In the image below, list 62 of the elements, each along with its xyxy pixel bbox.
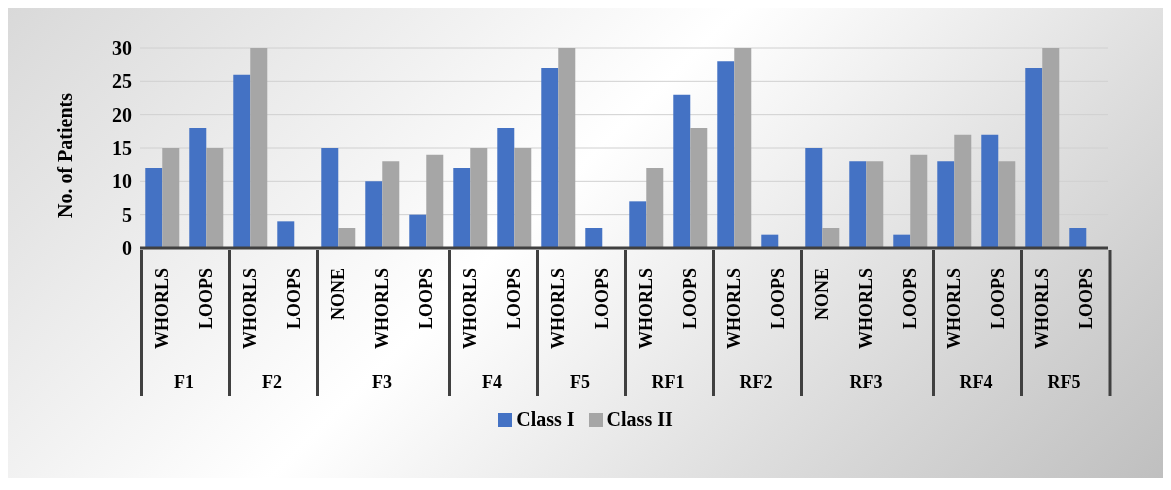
- y-tick-label: 0: [122, 237, 132, 260]
- bar: [690, 128, 708, 248]
- bar: [365, 181, 383, 248]
- x-tick-label: NONE: [812, 268, 832, 321]
- x-axis-title: RF3: [849, 372, 883, 392]
- x-tick-label: WHORLS: [856, 268, 876, 350]
- x-tick-label: WHORLS: [460, 268, 480, 350]
- legend-label: Class II: [606, 408, 673, 431]
- bar: [321, 148, 339, 248]
- x-tick-label: WHORLS: [1032, 268, 1052, 350]
- x-tick-label: NONE: [328, 268, 348, 321]
- x-tick-label: LOOPS: [1076, 268, 1096, 330]
- bar: [206, 148, 224, 248]
- bar: [822, 228, 840, 248]
- x-axis-title: F4: [482, 372, 502, 392]
- bar: [145, 168, 163, 248]
- bar: [646, 168, 664, 248]
- x-axis-title: RF2: [739, 372, 773, 392]
- x-tick-label: WHORLS: [240, 268, 260, 350]
- y-axis-title: No. of Patients: [54, 92, 77, 218]
- bar: [409, 214, 427, 248]
- x-tick-label: LOOPS: [768, 268, 788, 330]
- x-axis-title: F3: [372, 372, 392, 392]
- y-tick-label: 5: [122, 203, 132, 226]
- x-axis-title: RF5: [1047, 372, 1081, 392]
- bar: [910, 154, 928, 248]
- bar: [893, 234, 911, 248]
- x-tick-label: LOOPS: [504, 268, 524, 330]
- bar: [338, 228, 356, 248]
- x-tick-label: LOOPS: [196, 268, 216, 330]
- x-tick-label: LOOPS: [592, 268, 612, 330]
- bar: [673, 94, 691, 248]
- x-tick-label: WHORLS: [636, 268, 656, 350]
- y-tick-label: 20: [112, 103, 132, 126]
- x-tick-label: LOOPS: [416, 268, 436, 330]
- x-tick-label: WHORLS: [724, 268, 744, 350]
- x-tick-label: LOOPS: [284, 268, 304, 330]
- x-tick-label: WHORLS: [548, 268, 568, 350]
- y-tick-label: 15: [112, 137, 132, 160]
- x-axis-title: F2: [262, 372, 282, 392]
- bar: [382, 161, 400, 248]
- bar: [189, 128, 207, 248]
- x-tick-label: WHORLS: [944, 268, 964, 350]
- legend-label: Class I: [516, 408, 575, 431]
- bar: [162, 148, 180, 248]
- x-tick-label: WHORLS: [152, 268, 172, 350]
- x-tick-label: LOOPS: [988, 268, 1008, 330]
- x-tick-label: LOOPS: [900, 268, 920, 330]
- x-tick-label: WHORLS: [372, 268, 392, 350]
- y-tick-label: 30: [112, 37, 132, 60]
- bar: [849, 161, 867, 248]
- bar: [805, 148, 823, 248]
- x-axis-title: RF1: [651, 372, 685, 392]
- x-tick-label: LOOPS: [680, 268, 700, 330]
- x-axis-title: F5: [570, 372, 590, 392]
- x-axis-title: F1: [174, 372, 194, 392]
- x-axis-title: RF4: [959, 372, 993, 392]
- bar: [629, 201, 647, 248]
- bar: [866, 161, 884, 248]
- bar: [426, 154, 444, 248]
- y-tick-label: 25: [112, 70, 132, 93]
- y-tick-label: 10: [112, 170, 132, 193]
